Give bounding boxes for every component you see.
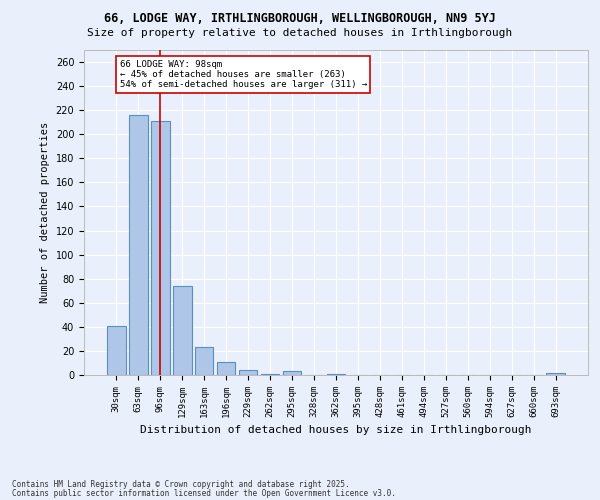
Y-axis label: Number of detached properties: Number of detached properties: [40, 122, 50, 303]
Bar: [173, 286, 191, 375]
Bar: [261, 374, 280, 375]
Text: 66, LODGE WAY, IRTHLINGBOROUGH, WELLINGBOROUGH, NN9 5YJ: 66, LODGE WAY, IRTHLINGBOROUGH, WELLINGB…: [104, 12, 496, 26]
Bar: [239, 370, 257, 375]
Text: 66 LODGE WAY: 98sqm
← 45% of detached houses are smaller (263)
54% of semi-detac: 66 LODGE WAY: 98sqm ← 45% of detached ho…: [119, 60, 367, 90]
Bar: [217, 362, 235, 375]
X-axis label: Distribution of detached houses by size in Irthlingborough: Distribution of detached houses by size …: [140, 426, 532, 436]
Bar: [283, 372, 301, 375]
Bar: [129, 115, 148, 375]
Text: Size of property relative to detached houses in Irthlingborough: Size of property relative to detached ho…: [88, 28, 512, 38]
Bar: [195, 348, 214, 375]
Bar: [107, 326, 125, 375]
Bar: [326, 374, 346, 375]
Text: Contains public sector information licensed under the Open Government Licence v3: Contains public sector information licen…: [12, 490, 396, 498]
Bar: [547, 372, 565, 375]
Bar: [151, 121, 170, 375]
Text: Contains HM Land Registry data © Crown copyright and database right 2025.: Contains HM Land Registry data © Crown c…: [12, 480, 350, 489]
